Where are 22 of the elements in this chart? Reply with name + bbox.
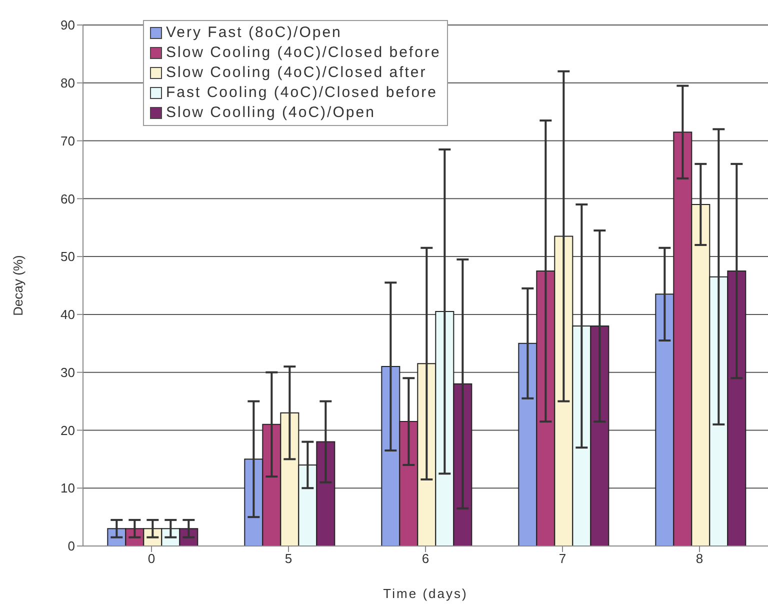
y-tick-label: 60 bbox=[60, 191, 75, 206]
y-tick-label: 80 bbox=[60, 76, 75, 91]
y-tick-label: 40 bbox=[60, 307, 75, 322]
x-tick-label: 6 bbox=[422, 551, 430, 566]
x-axis-title: Time (days) bbox=[383, 586, 468, 601]
y-tick-label: 0 bbox=[68, 538, 75, 554]
y-tick-label: 30 bbox=[60, 364, 75, 380]
legend-label: Fast Cooling (4oC)/Closed before bbox=[166, 84, 438, 101]
y-tick-label: 10 bbox=[60, 480, 75, 496]
legend-label: Slow Cooling (4oC)/Closed after bbox=[166, 64, 427, 81]
y-tick-label: 20 bbox=[60, 422, 75, 438]
x-tick-label: 8 bbox=[696, 551, 704, 566]
legend-label: Very Fast (8oC)/Open bbox=[166, 24, 342, 41]
x-tick-label: 0 bbox=[148, 551, 156, 566]
legend-label: Slow Cooling (4oC)/Closed before bbox=[166, 44, 441, 61]
y-tick-label: 70 bbox=[60, 133, 75, 148]
x-tick-label: 5 bbox=[284, 551, 292, 566]
y-tick-label: 50 bbox=[60, 249, 75, 264]
y-axis-title: Decay (%) bbox=[10, 255, 26, 316]
x-tick-label: 7 bbox=[558, 551, 566, 566]
legend-label: Slow Coolling (4oC)/Open bbox=[166, 104, 376, 121]
y-tick-label: 90 bbox=[60, 18, 75, 33]
